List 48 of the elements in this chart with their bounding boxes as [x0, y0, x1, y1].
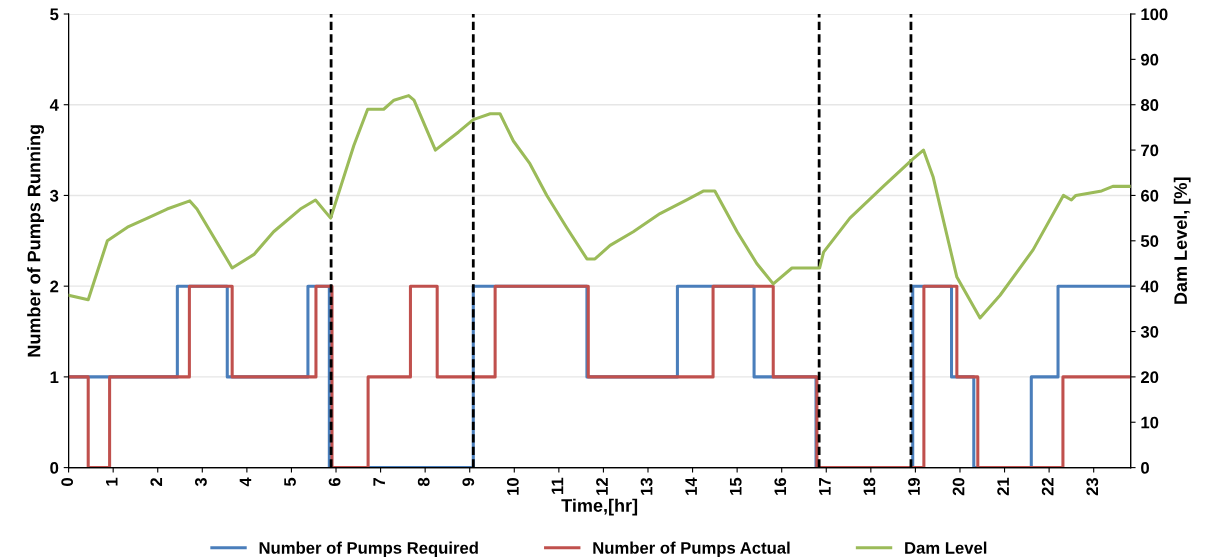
- y2-tick-label: 10: [1141, 416, 1159, 429]
- y2-axis-title: Dam Level, [%]: [1173, 177, 1191, 304]
- y-tick-label: 0: [50, 462, 59, 474]
- x-tick-label: 15: [729, 477, 742, 495]
- legend-label: Number of Pumps Actual: [593, 541, 790, 558]
- x-tick-label: 5: [284, 477, 296, 487]
- x-tick-label: 12: [596, 477, 608, 495]
- y2-tick-label: 100: [1141, 8, 1168, 21]
- x-tick-label: 19: [908, 477, 920, 495]
- x-tick-label: 13: [640, 477, 653, 495]
- x-tick-label: 0: [61, 478, 74, 486]
- x-tick-label: 6: [328, 477, 341, 486]
- x-tick-label: 2: [150, 477, 163, 487]
- y2-tick-label: 90: [1140, 53, 1159, 66]
- y2-tick-label: 0: [1141, 462, 1149, 474]
- x-tick-label: 11: [551, 477, 564, 494]
- x-tick-label: 1: [106, 477, 118, 486]
- x-tick-label: 18: [863, 477, 876, 495]
- x-tick-label: 22: [1041, 477, 1054, 496]
- y-tick-label: 2: [50, 280, 59, 293]
- y-axis-title: Number of Pumps Running: [27, 125, 45, 357]
- x-tick-label: 16: [774, 477, 787, 495]
- x-tick-label: 17: [819, 478, 831, 495]
- y-tick-label: 1: [50, 371, 59, 383]
- x-tick-label: 9: [462, 477, 475, 487]
- y2-tick-label: 40: [1140, 280, 1159, 293]
- line-series: [68, 94, 1131, 320]
- x-tick-label: 14: [685, 477, 697, 495]
- x-tick-label: 20: [952, 478, 965, 496]
- x-tick-label: 7: [373, 478, 385, 486]
- y-tick-label: 4: [49, 99, 59, 111]
- y2-tick-label: 80: [1140, 99, 1159, 111]
- y2-tick-label: 50: [1140, 235, 1159, 247]
- y2-tick-label: 60: [1141, 189, 1159, 202]
- x-tick-label: 8: [417, 477, 430, 487]
- x-tick-label: 3: [194, 477, 207, 487]
- y2-tick-label: 20: [1140, 371, 1159, 384]
- x-axis-title: Time,[hr]: [561, 498, 638, 516]
- y2-tick-label: 70: [1141, 144, 1159, 157]
- x-tick-label: 23: [1086, 477, 1099, 496]
- legend-label: Dam Level: [905, 541, 987, 554]
- legend-label: Number of Pumps Required: [259, 541, 478, 558]
- x-tick-label: 10: [506, 478, 519, 495]
- y-tick-label: 5: [50, 8, 59, 21]
- x-tick-label: 21: [997, 477, 1009, 496]
- x-tick-label: 4: [239, 477, 252, 487]
- y2-tick-label: 30: [1140, 325, 1159, 338]
- y-tick-label: 3: [49, 189, 59, 202]
